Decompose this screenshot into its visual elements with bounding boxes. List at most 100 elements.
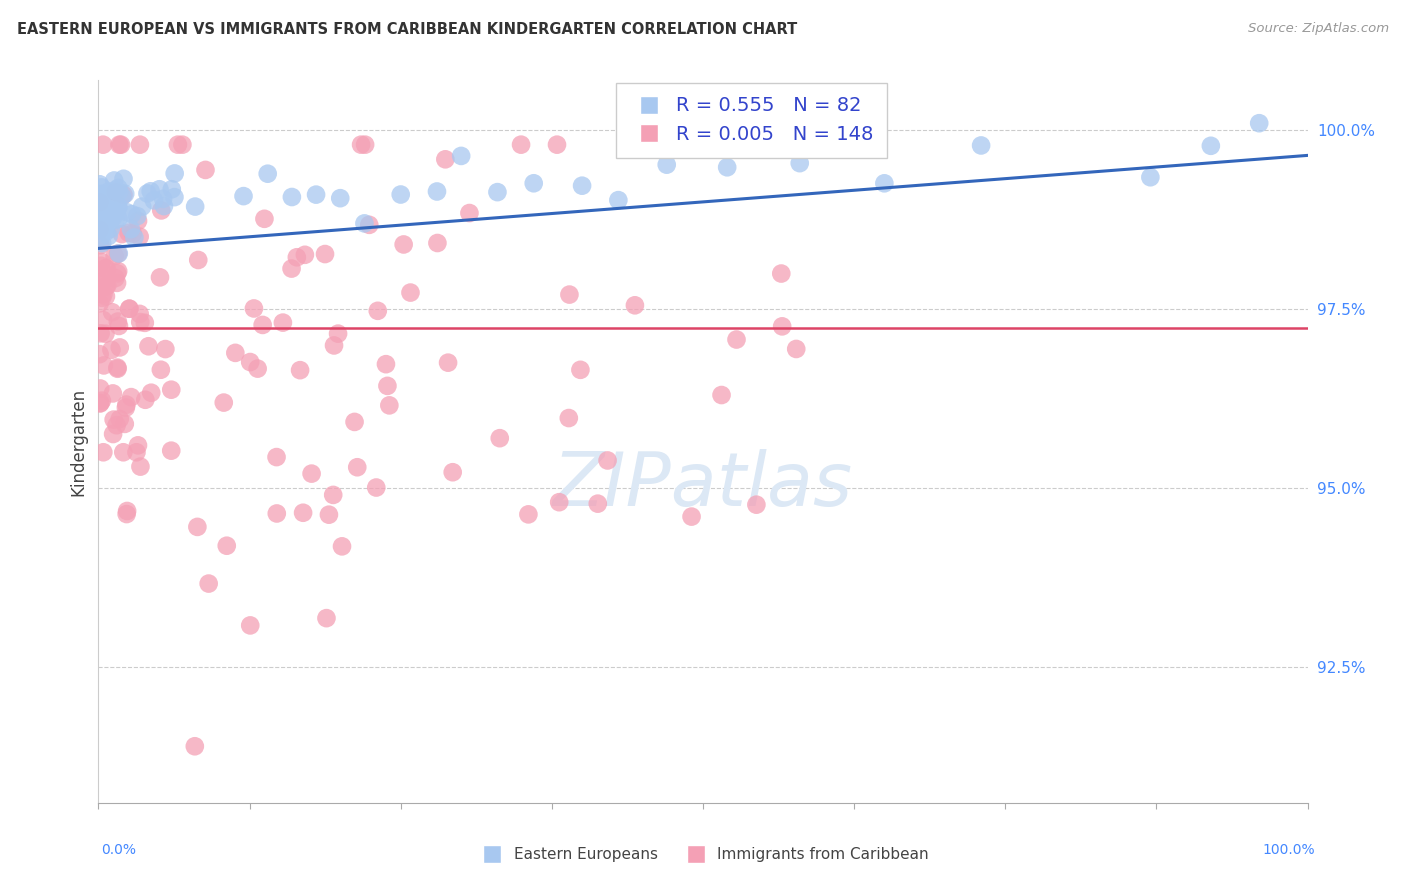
- Point: [153, 199, 176, 213]
- Point: [434, 153, 457, 167]
- Point: [94, 213, 117, 227]
- Point: [91, 198, 114, 212]
- Point: [91, 235, 114, 250]
- Point: [377, 379, 399, 393]
- Point: [160, 383, 183, 397]
- Point: [107, 200, 129, 214]
- Point: [103, 184, 125, 198]
- Point: [326, 326, 349, 341]
- Point: [770, 267, 793, 281]
- Point: [167, 137, 190, 152]
- Point: [770, 319, 793, 334]
- Point: [266, 450, 288, 464]
- Point: [970, 138, 993, 153]
- Point: [359, 218, 381, 232]
- Point: [586, 497, 609, 511]
- Legend: Eastern Europeans, Immigrants from Caribbean: Eastern Europeans, Immigrants from Carib…: [471, 841, 935, 868]
- Point: [89, 238, 111, 252]
- Point: [280, 261, 302, 276]
- Point: [285, 250, 308, 264]
- Point: [212, 395, 235, 409]
- Point: [426, 185, 449, 199]
- Point: [294, 248, 316, 262]
- Point: [107, 181, 129, 195]
- Point: [789, 156, 811, 170]
- Point: [91, 198, 114, 212]
- Point: [149, 363, 172, 377]
- Point: [1249, 116, 1271, 130]
- Point: [150, 203, 173, 218]
- Point: [148, 182, 170, 196]
- Point: [129, 315, 152, 329]
- Point: [107, 264, 129, 278]
- Point: [115, 205, 138, 219]
- Point: [139, 184, 162, 198]
- Point: [112, 445, 135, 459]
- Point: [93, 287, 115, 301]
- Point: [89, 186, 111, 201]
- Point: [546, 137, 568, 152]
- Point: [437, 356, 460, 370]
- Point: [681, 509, 703, 524]
- Point: [136, 186, 159, 201]
- Point: [107, 314, 129, 328]
- Point: [104, 204, 127, 219]
- Point: [91, 211, 114, 226]
- Point: [105, 266, 128, 280]
- Point: [330, 539, 353, 553]
- Point: [94, 289, 117, 303]
- Point: [90, 219, 112, 234]
- Point: [94, 261, 117, 276]
- Point: [108, 137, 131, 152]
- Point: [1199, 138, 1222, 153]
- Point: [127, 214, 149, 228]
- Point: [292, 506, 315, 520]
- Point: [517, 508, 540, 522]
- Text: ZIPatlas: ZIPatlas: [553, 449, 853, 521]
- Point: [253, 211, 276, 226]
- Point: [224, 346, 246, 360]
- Point: [702, 137, 724, 152]
- Text: Source: ZipAtlas.com: Source: ZipAtlas.com: [1249, 22, 1389, 36]
- Point: [91, 445, 114, 459]
- Point: [121, 207, 143, 221]
- Point: [323, 338, 346, 352]
- Point: [108, 318, 131, 333]
- Point: [94, 279, 117, 293]
- Point: [90, 326, 112, 341]
- Point: [186, 520, 208, 534]
- Point: [239, 618, 262, 632]
- Point: [315, 611, 337, 625]
- Point: [90, 393, 112, 408]
- Point: [160, 182, 183, 196]
- Point: [90, 180, 112, 194]
- Point: [488, 431, 510, 445]
- Point: [558, 287, 581, 301]
- Point: [90, 255, 112, 269]
- Point: [101, 427, 124, 442]
- Point: [486, 185, 509, 199]
- Point: [458, 206, 481, 220]
- Point: [655, 158, 678, 172]
- Point: [117, 226, 139, 240]
- Point: [160, 443, 183, 458]
- Point: [121, 227, 143, 241]
- Point: [510, 137, 533, 152]
- Point: [94, 204, 117, 219]
- Point: [120, 390, 142, 404]
- Point: [127, 438, 149, 452]
- Point: [120, 222, 142, 236]
- Point: [115, 507, 138, 521]
- Point: [134, 316, 156, 330]
- Point: [301, 467, 323, 481]
- Point: [94, 326, 117, 341]
- Point: [96, 278, 118, 293]
- Point: [104, 213, 127, 227]
- Point: [104, 185, 127, 199]
- Point: [187, 252, 209, 267]
- Point: [366, 481, 388, 495]
- Point: [107, 201, 129, 215]
- Point: [100, 343, 122, 357]
- Point: [115, 398, 138, 412]
- Point: [96, 218, 118, 232]
